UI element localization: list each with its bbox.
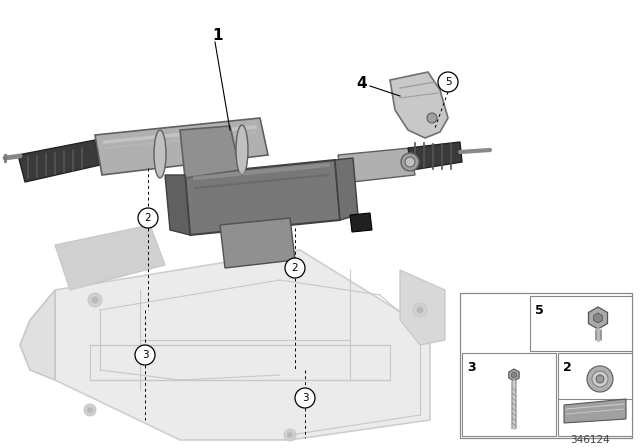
- Polygon shape: [335, 158, 358, 220]
- Ellipse shape: [154, 130, 166, 178]
- Polygon shape: [564, 399, 626, 423]
- Polygon shape: [588, 307, 607, 329]
- Circle shape: [427, 113, 437, 123]
- Polygon shape: [95, 118, 268, 175]
- Bar: [558, 353, 632, 436]
- Polygon shape: [408, 142, 462, 170]
- Circle shape: [138, 208, 158, 228]
- Polygon shape: [18, 140, 100, 182]
- Text: 2: 2: [563, 361, 572, 374]
- Text: 4: 4: [356, 76, 367, 90]
- Circle shape: [417, 306, 424, 314]
- Bar: [462, 353, 556, 436]
- Circle shape: [92, 297, 99, 303]
- Polygon shape: [165, 175, 190, 235]
- Circle shape: [596, 375, 604, 383]
- Circle shape: [84, 404, 96, 416]
- Bar: [460, 293, 632, 438]
- Circle shape: [405, 157, 415, 167]
- Circle shape: [592, 371, 608, 387]
- Circle shape: [88, 293, 102, 307]
- Circle shape: [135, 345, 155, 365]
- Circle shape: [413, 303, 427, 317]
- Circle shape: [284, 429, 296, 441]
- Text: 2: 2: [145, 213, 151, 223]
- Ellipse shape: [236, 125, 248, 175]
- Polygon shape: [511, 372, 516, 378]
- Circle shape: [287, 432, 293, 438]
- Circle shape: [438, 72, 458, 92]
- Polygon shape: [55, 225, 165, 290]
- Text: 3: 3: [141, 350, 148, 360]
- Polygon shape: [350, 213, 372, 232]
- Polygon shape: [20, 290, 55, 380]
- Polygon shape: [400, 270, 445, 345]
- Text: 5: 5: [445, 77, 451, 87]
- Polygon shape: [180, 126, 240, 178]
- Text: 3: 3: [467, 361, 476, 374]
- Circle shape: [587, 366, 613, 392]
- Polygon shape: [185, 160, 340, 235]
- Text: 1: 1: [212, 27, 223, 43]
- Polygon shape: [509, 369, 519, 381]
- Polygon shape: [594, 313, 602, 323]
- Circle shape: [87, 407, 93, 413]
- Circle shape: [401, 153, 419, 171]
- Polygon shape: [390, 72, 448, 138]
- Polygon shape: [220, 218, 295, 268]
- Text: 5: 5: [535, 303, 544, 316]
- Text: 346124: 346124: [570, 435, 610, 445]
- Text: 3: 3: [301, 393, 308, 403]
- Polygon shape: [55, 250, 430, 440]
- Text: 2: 2: [292, 263, 298, 273]
- Bar: [530, 296, 632, 351]
- Circle shape: [285, 258, 305, 278]
- Circle shape: [295, 388, 315, 408]
- Polygon shape: [338, 148, 415, 183]
